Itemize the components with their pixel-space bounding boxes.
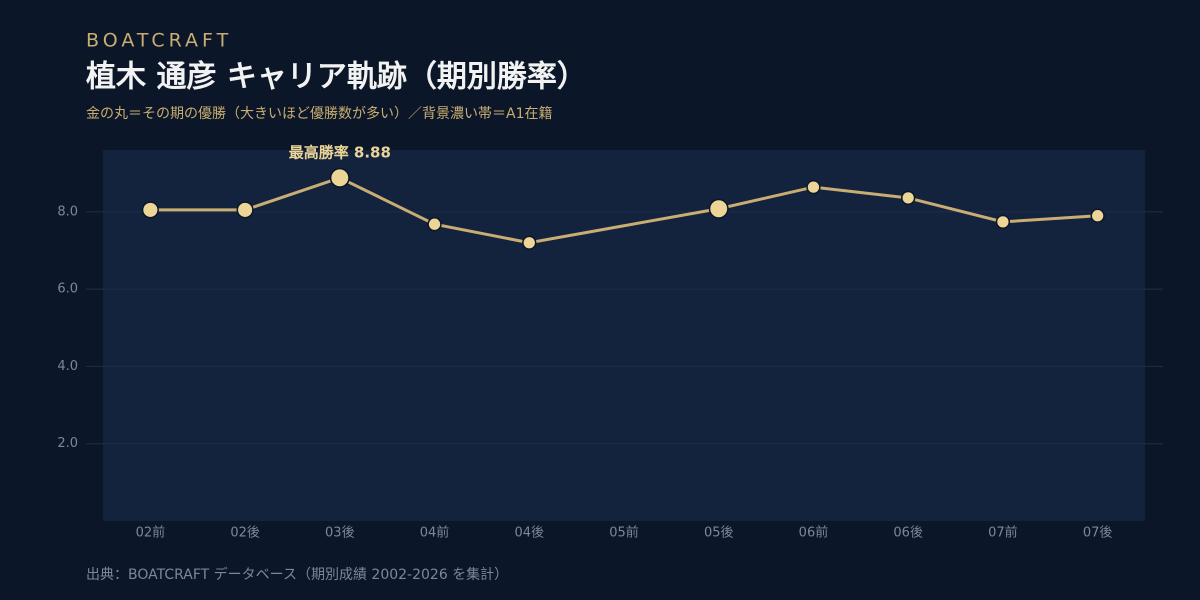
win-marker xyxy=(995,214,1011,230)
annotation: 最高勝率 8.88 xyxy=(289,143,391,161)
x-tick-label: 02前 xyxy=(136,525,166,541)
x-tick-label: 05後 xyxy=(704,526,734,541)
x-tick-label: 07前 xyxy=(988,525,1018,541)
brand: BOATCRAFT xyxy=(86,30,232,52)
x-tick-label: 07後 xyxy=(1083,526,1113,541)
x-tick-label: 02後 xyxy=(230,526,260,541)
x-tick-label: 06後 xyxy=(893,526,923,541)
line xyxy=(150,176,1098,245)
y-tick-label: 6.0 xyxy=(57,282,78,297)
y-tick-label: 2.0 xyxy=(57,436,78,451)
x-tick-label: 06前 xyxy=(799,525,829,541)
win-marker xyxy=(1090,208,1105,223)
win-marker xyxy=(141,201,159,219)
x-tick-label: 03後 xyxy=(325,526,355,541)
chart-title: 植木 通彦 キャリア軌跡（期別勝率） xyxy=(86,60,587,95)
win-marker xyxy=(522,235,537,250)
win-marker xyxy=(329,167,350,188)
win-marker xyxy=(427,217,442,232)
source: 出典：BOATCRAFT データベース（期別成績 2002-2026 を集計） xyxy=(86,566,508,583)
x-tick-label: 04後 xyxy=(514,526,544,541)
y-tick-label: 8.0 xyxy=(57,204,78,219)
win-marker xyxy=(236,201,254,219)
win-marker xyxy=(901,190,916,206)
win-marker xyxy=(806,179,821,195)
y-tick-label: 4.0 xyxy=(57,359,78,374)
win-marker xyxy=(708,198,729,219)
x-tick-label: 05前 xyxy=(609,525,639,541)
x-tick-label: 04前 xyxy=(420,525,450,541)
chart-subtitle: 金の丸＝その期の優勝（大きいほど優勝数が多い）／背景濃い帯＝A1在籍 xyxy=(86,105,552,122)
